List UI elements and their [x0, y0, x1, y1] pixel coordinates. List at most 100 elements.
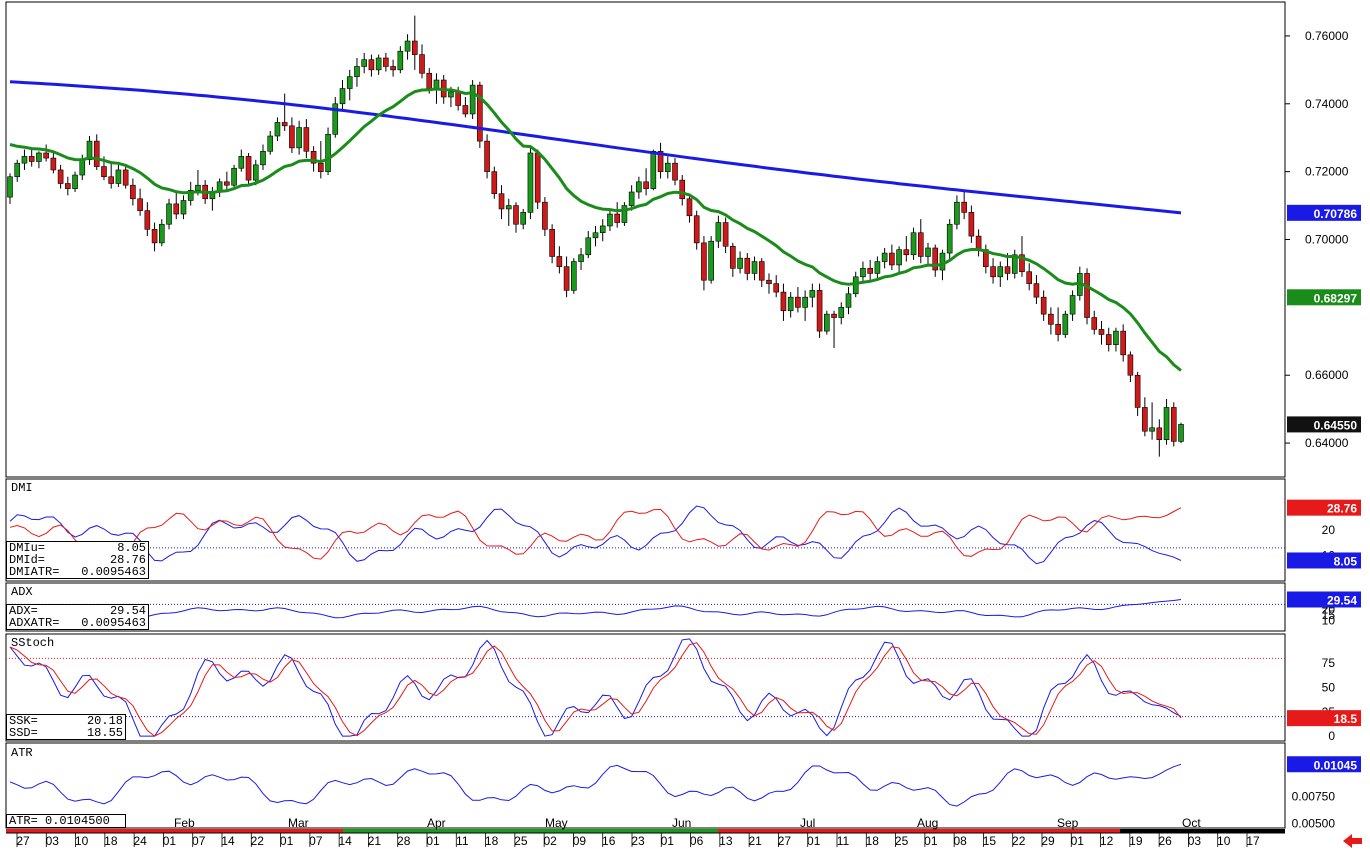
candle: [701, 236, 707, 291]
candle: [1040, 290, 1047, 321]
candle: [795, 287, 801, 313]
candle: [65, 176, 71, 196]
x-axis-day-label: 11: [456, 834, 469, 848]
candle-body: [361, 59, 367, 67]
candle: [1149, 402, 1155, 440]
candle-body: [556, 256, 563, 267]
candle-body: [1163, 407, 1170, 440]
candle: [686, 193, 693, 223]
candle-body: [108, 176, 114, 184]
candle-body: [664, 162, 671, 172]
candle-body: [1055, 324, 1061, 335]
candle: [144, 202, 151, 237]
x-axis-day-label: 27: [16, 834, 30, 848]
dmi-down-line: [9, 507, 1182, 561]
candle-body: [448, 91, 454, 98]
candle: [346, 69, 353, 101]
candle: [318, 141, 324, 179]
x-axis-day-label: 06: [690, 834, 704, 848]
candle-body: [93, 140, 100, 167]
candle-body: [310, 150, 317, 164]
candle: [86, 136, 93, 165]
readout-row: DMIATR= 0.0095463: [9, 566, 146, 578]
readout-value: 20.18: [86, 714, 123, 728]
x-axis-day-label: 14: [221, 834, 235, 848]
slow-moving-average-line: [9, 80, 1182, 215]
x-axis-day-label: 18: [866, 834, 880, 848]
candle: [1026, 263, 1033, 291]
candle: [50, 152, 57, 174]
x-axis-day-label: 01: [163, 834, 177, 848]
candle: [679, 175, 686, 206]
candle-body: [1156, 427, 1163, 440]
atr-readout-text: ATR= 0.0104500: [9, 814, 110, 828]
candle: [831, 310, 837, 349]
candle: [599, 219, 606, 242]
candle: [693, 210, 700, 250]
candle-body: [332, 103, 339, 135]
dmi-down-value-tag: 28.76: [1327, 502, 1357, 516]
candle: [571, 258, 577, 294]
x-axis-day-label: 21: [748, 834, 762, 848]
candle-body: [549, 229, 555, 257]
candle-body: [72, 174, 78, 189]
readout-value: 8.05: [117, 541, 146, 555]
candle-body: [946, 223, 953, 254]
candle: [513, 202, 519, 233]
scroll-right-button[interactable]: [1340, 832, 1366, 850]
candle-body: [65, 183, 71, 189]
x-axis-month-label: Oct: [1182, 816, 1201, 830]
candle: [845, 287, 852, 315]
candle-body: [296, 127, 302, 149]
candle-body: [1149, 427, 1155, 432]
x-axis-day-label: 07: [192, 834, 206, 848]
readout-row: DMIu= 8.05: [9, 542, 146, 554]
candle-body: [1113, 330, 1119, 345]
x-axis-day-label: 16: [602, 834, 616, 848]
candle-body: [1105, 334, 1112, 345]
dmi-title: DMI: [11, 481, 33, 495]
candle: [520, 208, 527, 230]
candle: [961, 192, 967, 220]
candle: [563, 256, 570, 298]
dmi-panel-frame: [5, 478, 1286, 582]
candle: [1091, 310, 1098, 335]
candle: [592, 225, 599, 247]
x-axis-day-label: 01: [661, 834, 675, 848]
candle-body: [896, 249, 902, 266]
candle: [997, 261, 1004, 287]
atr-y-tick-label: 0.00500: [1292, 817, 1336, 831]
x-axis-day-label: 28: [397, 834, 411, 848]
candle-body: [1004, 266, 1011, 274]
stoch-k-line: [9, 638, 1182, 737]
candle: [151, 222, 158, 252]
x-axis-month-label: Feb: [174, 816, 195, 830]
readout-value: 0.0095463: [81, 565, 146, 579]
candle: [332, 97, 339, 138]
candle-body: [701, 242, 707, 281]
candle: [549, 224, 555, 264]
candle: [245, 152, 252, 186]
candle-body: [614, 213, 620, 223]
x-axis-day-label: 14: [338, 834, 352, 848]
candle-body: [462, 105, 469, 115]
candle-body: [1178, 424, 1184, 442]
stoch-readout: SSK= 20.18 SSD= 18.55: [6, 714, 126, 740]
candle-body: [910, 232, 917, 256]
candle: [158, 219, 165, 247]
candle: [925, 242, 931, 267]
candle-body: [925, 247, 931, 257]
candle-body: [375, 57, 382, 71]
readout-value: 0.0095463: [81, 616, 146, 630]
candle: [932, 244, 939, 277]
candle: [28, 147, 35, 167]
candle-body: [599, 225, 606, 234]
candle: [14, 159, 21, 182]
x-axis-day-label: 01: [807, 834, 821, 848]
candle: [419, 44, 425, 79]
readout-row: ADX= 29.54: [9, 605, 146, 617]
candle-body: [722, 222, 729, 247]
readout-label: ADXATR=: [9, 616, 60, 630]
readout-label: DMId=: [9, 553, 46, 567]
candle-body: [954, 201, 960, 225]
